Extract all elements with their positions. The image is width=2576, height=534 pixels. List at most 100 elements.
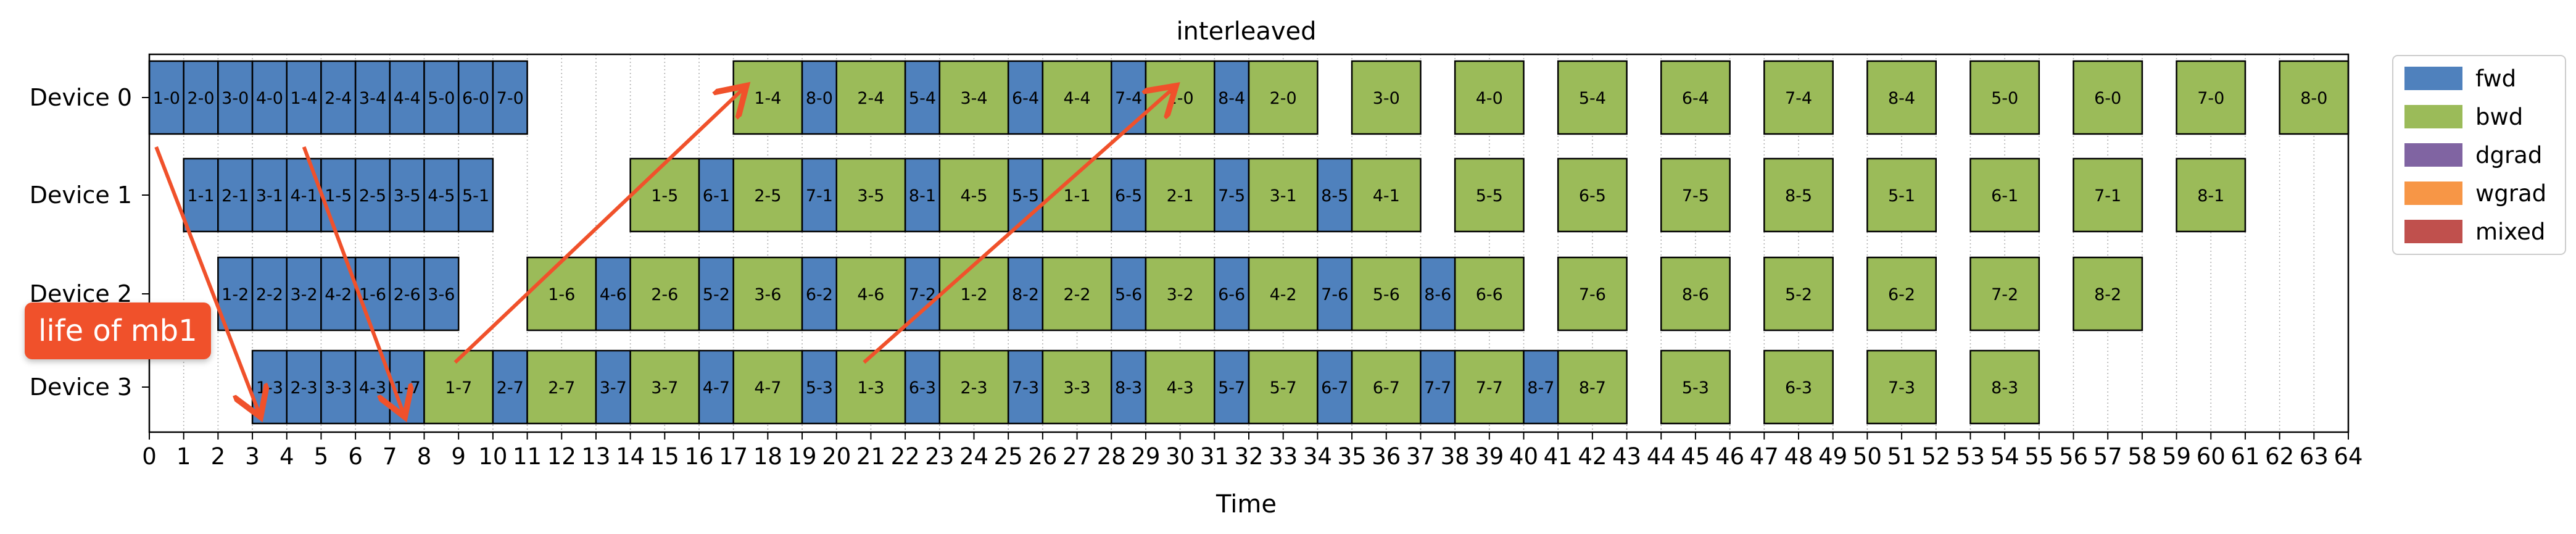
task-bar bbox=[801, 60, 837, 135]
task-label: 2-7 bbox=[548, 378, 575, 398]
task-bar bbox=[904, 157, 941, 233]
task-fwd: 5-3 bbox=[801, 349, 837, 425]
task-label: 6-5 bbox=[1579, 186, 1606, 206]
task-label: 5-0 bbox=[428, 89, 455, 108]
task-bar bbox=[1660, 60, 1731, 135]
task-bwd: 3-3 bbox=[1042, 349, 1112, 425]
task-bwd: 6-0 bbox=[2073, 60, 2143, 135]
x-tick-label: 56 bbox=[2059, 443, 2088, 470]
task-bwd: 7-1 bbox=[2073, 157, 2143, 233]
task-bwd: 1-5 bbox=[629, 157, 700, 233]
task-label: 5-1 bbox=[462, 186, 489, 206]
x-tick-label: 26 bbox=[1028, 443, 1057, 470]
task-bar bbox=[904, 256, 941, 332]
task-fwd: 8-1 bbox=[904, 157, 941, 233]
task-label: 6-3 bbox=[909, 378, 936, 398]
legend: fwd bwd dgrad wgrad mixed bbox=[2392, 55, 2566, 255]
y-tick-label: Device 1 bbox=[30, 181, 132, 209]
task-bwd: 7-4 bbox=[1763, 60, 1834, 135]
task-label: 7-0 bbox=[2197, 89, 2224, 108]
annotation-arrows bbox=[154, 88, 1173, 414]
task-label: 5-3 bbox=[1682, 378, 1709, 398]
x-tick-label: 48 bbox=[1784, 443, 1813, 470]
chart-title: interleaved bbox=[1176, 17, 1316, 46]
x-tick-label: 6 bbox=[348, 443, 363, 470]
task-bwd: 4-1 bbox=[1351, 157, 1422, 233]
task-bar bbox=[423, 256, 460, 332]
task-label: 1-4 bbox=[754, 89, 781, 108]
task-fwd: 6-3 bbox=[904, 349, 941, 425]
task-bar bbox=[1317, 256, 1353, 332]
task-fwd: 8-2 bbox=[1007, 256, 1044, 332]
task-bar bbox=[286, 256, 322, 332]
task-bwd: 2-2 bbox=[1042, 256, 1112, 332]
x-tick-label: 52 bbox=[1921, 443, 1950, 470]
x-tick-label: 43 bbox=[1612, 443, 1641, 470]
task-fwd: 2-1 bbox=[217, 157, 254, 233]
task-bwd: 8-2 bbox=[2073, 256, 2143, 332]
task-bar bbox=[698, 157, 734, 233]
task-bar bbox=[1042, 256, 1112, 332]
task-bar bbox=[457, 60, 494, 135]
task-label: 4-6 bbox=[600, 285, 627, 304]
task-bar bbox=[1042, 349, 1112, 425]
task-bwd: 2-1 bbox=[1145, 157, 1216, 233]
task-label: 6-6 bbox=[1476, 285, 1503, 304]
task-bwd: 3-1 bbox=[1248, 157, 1319, 233]
task-bwd: 8-4 bbox=[1866, 60, 1937, 135]
legend-label: mixed bbox=[2475, 219, 2545, 245]
x-tick-label: 59 bbox=[2162, 443, 2191, 470]
task-label: 3-2 bbox=[291, 285, 318, 304]
x-tick-label: 29 bbox=[1131, 443, 1160, 470]
task-label: 2-4 bbox=[857, 89, 884, 108]
task-bar bbox=[1214, 349, 1250, 425]
task-bar bbox=[1557, 157, 1628, 233]
task-bwd: 4-3 bbox=[1145, 349, 1216, 425]
legend-label: dgrad bbox=[2475, 142, 2542, 169]
task-bwd: 5-2 bbox=[1763, 256, 1834, 332]
x-tick-label: 10 bbox=[478, 443, 507, 470]
task-bar bbox=[1248, 60, 1319, 135]
task-bar bbox=[835, 256, 906, 332]
task-bar bbox=[389, 157, 425, 233]
task-bar bbox=[526, 256, 597, 332]
x-tick-label: 9 bbox=[451, 443, 466, 470]
legend-swatch bbox=[2404, 181, 2462, 205]
task-bwd: 4-0 bbox=[1454, 60, 1525, 135]
task-bar bbox=[1351, 60, 1422, 135]
x-tick-label: 34 bbox=[1303, 443, 1332, 470]
task-label: 5-0 bbox=[1991, 89, 2018, 108]
task-bwd: 1-7 bbox=[423, 349, 494, 425]
legend-label: fwd bbox=[2475, 65, 2516, 92]
task-bar bbox=[183, 60, 219, 135]
task-bar bbox=[1145, 256, 1216, 332]
task-bar bbox=[1969, 60, 2040, 135]
task-label: 5-6 bbox=[1373, 285, 1400, 304]
task-fwd: 4-4 bbox=[389, 60, 425, 135]
x-tick-label: 24 bbox=[959, 443, 988, 470]
task-bar bbox=[1660, 349, 1731, 425]
task-label: 4-7 bbox=[754, 378, 781, 398]
task-bar bbox=[217, 157, 254, 233]
task-label: 1-5 bbox=[325, 186, 352, 206]
task-bar bbox=[251, 256, 288, 332]
x-tick-label: 47 bbox=[1750, 443, 1779, 470]
task-bar bbox=[389, 60, 425, 135]
x-tick-label: 44 bbox=[1647, 443, 1676, 470]
task-fwd: 4-6 bbox=[595, 256, 631, 332]
task-bar bbox=[1248, 157, 1319, 233]
task-label: 2-6 bbox=[651, 285, 678, 304]
task-bwd: 5-3 bbox=[1660, 349, 1731, 425]
task-label: 4-0 bbox=[1476, 89, 1503, 108]
task-bar bbox=[183, 157, 219, 233]
task-bwd: 1-6 bbox=[526, 256, 597, 332]
task-label: 2-2 bbox=[256, 285, 283, 304]
task-fwd: 5-7 bbox=[1214, 349, 1250, 425]
task-bwd: 7-6 bbox=[1557, 256, 1628, 332]
task-bar bbox=[1420, 349, 1456, 425]
x-tick-label: 38 bbox=[1441, 443, 1470, 470]
task-label: 3-6 bbox=[754, 285, 781, 304]
x-tick-label: 16 bbox=[684, 443, 713, 470]
task-label: 4-3 bbox=[359, 378, 386, 398]
